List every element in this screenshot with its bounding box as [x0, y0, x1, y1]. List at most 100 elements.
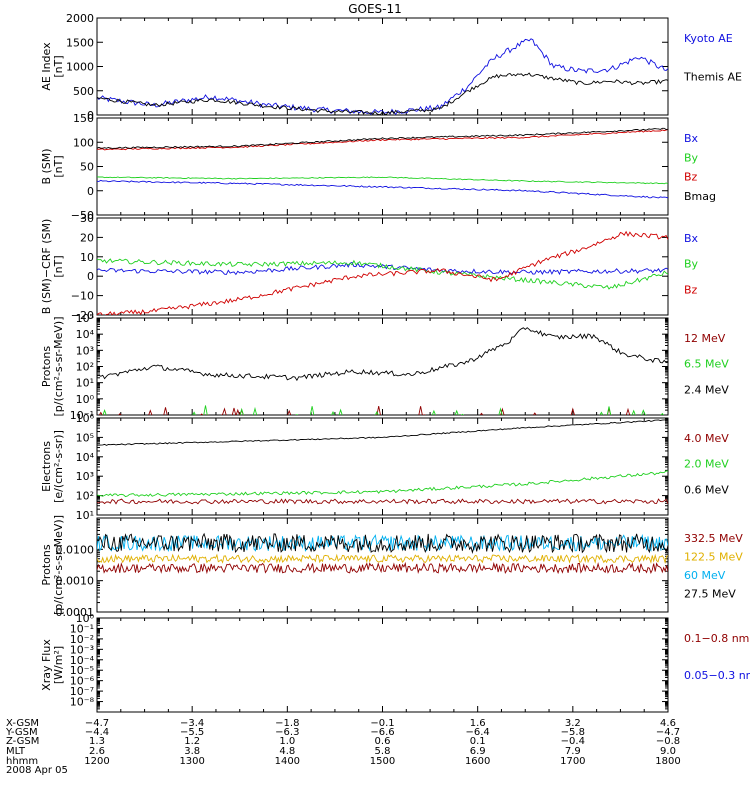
legend-entry: Bmag: [684, 190, 716, 203]
series-line-27-5-mev: [97, 532, 668, 554]
series-line-kyoto-ae: [97, 38, 668, 115]
y-tick-label: 10⁻¹: [70, 409, 94, 422]
y-axis-label: B (SM)−CRF (SM)[nT]: [40, 219, 65, 315]
x-tick-label: −4.4: [85, 727, 109, 738]
x-tick-label: −0.4: [561, 736, 585, 747]
series-line-12-mev: [98, 406, 631, 415]
x-tick-label: 2.6: [89, 746, 105, 757]
legend-entry: 60 MeV: [684, 569, 726, 582]
x-tick-label: 0.6: [375, 736, 391, 747]
series-line-2-0-mev: [97, 470, 668, 498]
series-line-4-0-mev: [97, 498, 668, 505]
legend-entry: 0.05−0.3 nm: [684, 669, 750, 682]
panel-3: 30 20 10 0 −10 −20 B (SM)−CRF (SM)[nT] Bx By Bz: [40, 212, 699, 322]
series-line-2-4-mev: [97, 327, 668, 382]
x-tick-label: 3.8: [184, 746, 200, 757]
x-tick-label: 7.9: [565, 746, 581, 757]
series-line-0-6-mev: [97, 418, 668, 446]
x-tick-label: 1400: [275, 756, 300, 767]
legend-entry: Kyoto AE: [684, 32, 733, 45]
legend-entry: Bz: [684, 171, 698, 184]
legend-entry: 4.0 MeV: [684, 432, 729, 445]
x-tick-label: 4.6: [660, 718, 676, 729]
series-line-bz: [97, 129, 668, 151]
y-tick-label: 10⁶: [76, 412, 95, 425]
legend-entry: Bz: [684, 283, 698, 296]
x-tick-label: 4.8: [279, 746, 295, 757]
y-axis-label: Electrons[e/(cm²-s-sr)]: [40, 430, 65, 503]
y-tick-label: −20: [71, 309, 94, 322]
y-tick-label: 1000: [66, 61, 94, 74]
legend-entry: By: [684, 151, 699, 164]
y-tick-label: 0.0001: [56, 606, 95, 619]
y-tick-label: 10⁻⁷: [70, 685, 94, 698]
legend-entry: 2.0 MeV: [684, 458, 729, 471]
panel-2: 150 100 50 0 −50 B (SM)[nT] Bx By Bz Bmag: [40, 112, 716, 222]
legend-entry: 122.5 MeV: [684, 551, 743, 564]
y-tick-label: −50: [71, 209, 94, 222]
x-tick-label: 3.2: [565, 718, 581, 729]
series-line-by: [97, 176, 668, 185]
x-tick-label: 1200: [84, 756, 109, 767]
legend-entry: 27.5 MeV: [684, 588, 736, 601]
panel-5: 10⁶ 10⁵ 10⁴ 10³ 10² 10¹ Electrons[e/(cm²-s-sr)…: [40, 412, 729, 522]
y-tick-label: 10³: [76, 470, 94, 483]
y-tick-label: 10⁰: [76, 393, 95, 406]
y-axis-label: B (SM)[nT]: [40, 148, 65, 184]
y-tick-label: 0: [87, 270, 94, 283]
plot-title: GOES-11: [348, 2, 402, 16]
x-tick-label: −4.7: [85, 718, 109, 729]
series-line-332-5-mev: [97, 561, 668, 575]
x-tick-label: 1.0: [279, 736, 295, 747]
series-line-themis-ae: [97, 72, 668, 115]
y-tick-label: 10⁻⁵: [70, 664, 94, 677]
y-tick-label: 10²: [76, 490, 94, 503]
y-tick-label: 10²: [76, 361, 94, 374]
y-axis-label: Protons[p/(cm²-s-sr-MeV)]: [40, 317, 65, 417]
x-axis-row-label: Z-GSM: [6, 736, 39, 747]
x-tick-label: 6.9: [470, 746, 486, 757]
legend-entry: 0.6 MeV: [684, 483, 729, 496]
x-axis-row-label: hhmm: [6, 756, 38, 767]
legend-entry: 12 MeV: [684, 332, 726, 345]
y-tick-label: 10⁰: [76, 612, 95, 625]
x-tick-label: 1800: [655, 756, 680, 767]
x-tick-label: −0.8: [656, 736, 680, 747]
y-tick-label: 1500: [66, 36, 94, 49]
x-tick-label: −1.8: [275, 718, 299, 729]
series-line-bz: [97, 230, 668, 315]
x-axis-row-label: 2008 Apr 05: [6, 765, 68, 776]
x-tick-label: 1.6: [470, 718, 486, 729]
x-tick-label: −5.5: [180, 727, 204, 738]
legend-entry: 6.5 MeV: [684, 358, 729, 371]
y-tick-label: 10⁻⁶: [70, 675, 95, 688]
y-tick-label: 10⁻⁸: [70, 696, 95, 709]
x-tick-label: −6.4: [466, 727, 490, 738]
y-tick-label: 10¹: [76, 509, 94, 522]
y-tick-label: 10³: [76, 344, 94, 357]
legend-entry: Bx: [684, 232, 699, 245]
y-tick-label: 10: [80, 251, 94, 264]
y-tick-label: 10⁵: [76, 431, 94, 444]
x-axis-row-label: MLT: [6, 746, 26, 757]
y-tick-label: 10¹: [76, 377, 94, 390]
y-tick-label: −10: [71, 290, 94, 303]
x-tick-label: 1500: [370, 756, 395, 767]
y-axis-label: Protons[p/(cm²-s-sr-MeV)]: [40, 515, 65, 615]
y-tick-label: 50: [80, 161, 94, 174]
y-tick-label: 0: [87, 185, 94, 198]
legend-entry: 0.1−0.8 nm: [684, 632, 749, 645]
y-tick-label: 10⁵: [76, 312, 94, 325]
y-tick-label: 10⁴: [76, 451, 95, 464]
panel-1: 2000 1500 1000 500 0 AE Index[nT] Kyoto AE Them…: [40, 12, 742, 122]
x-tick-label: −6.3: [275, 727, 299, 738]
y-tick-label: 0.0010: [56, 575, 95, 588]
y-tick-label: 2000: [66, 12, 94, 25]
series-line-by: [97, 258, 668, 290]
y-axis-label: AE Index[nT]: [40, 42, 65, 91]
legend-entry: 2.4 MeV: [684, 383, 729, 396]
x-tick-label: 1700: [560, 756, 585, 767]
x-tick-label: −5.8: [561, 727, 585, 738]
